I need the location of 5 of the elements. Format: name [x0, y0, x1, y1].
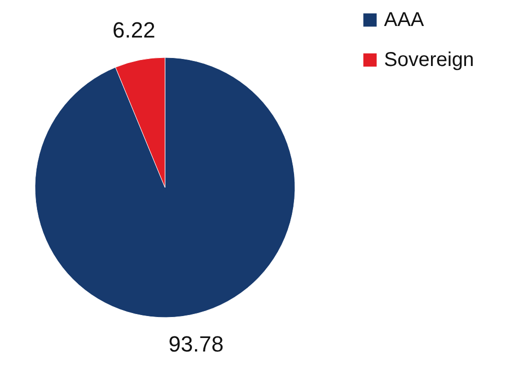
data-label: 93.78 — [168, 331, 224, 356]
pie-slice — [34, 57, 296, 318]
legend-label: Sovereign — [384, 49, 474, 71]
legend-label: AAA — [384, 9, 425, 31]
data-label: 6.22 — [112, 18, 156, 43]
